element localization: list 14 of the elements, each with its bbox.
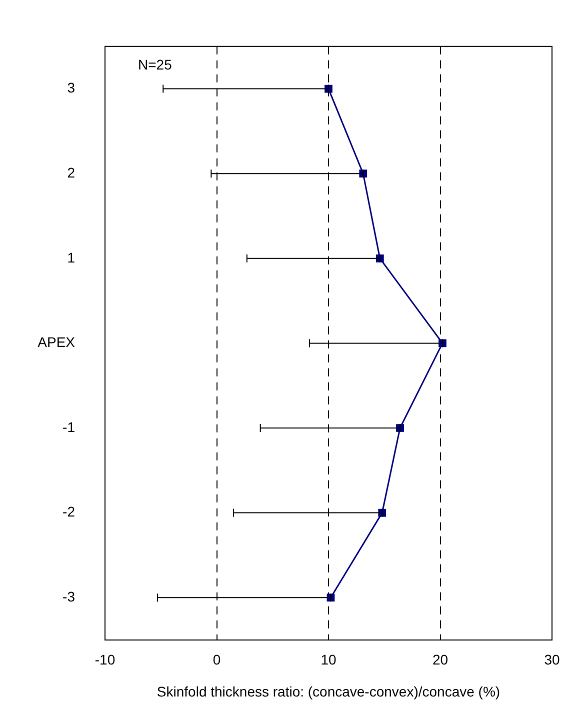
x-tick-label: 0 [212,651,221,668]
x-tick-label: -10 [94,651,116,668]
x-tick-label: 20 [432,651,448,668]
y-tick-label: 2 [67,164,76,180]
y-tick-label: -1 [62,418,76,435]
y-tick-label: -2 [62,504,76,520]
x-tick-label: 30 [544,651,560,668]
x-tick-label: 10 [320,651,336,668]
y-tick-label: -3 [62,588,76,604]
x-axis-title: Skinfold thickness ratio: (concave-convex)/concave (%) [156,683,500,700]
y-tick-label: 3 [67,80,76,96]
y-tick-label: 1 [67,249,76,266]
y-tick-label: APEX [38,334,76,350]
annotation: N=25 [138,56,172,72]
